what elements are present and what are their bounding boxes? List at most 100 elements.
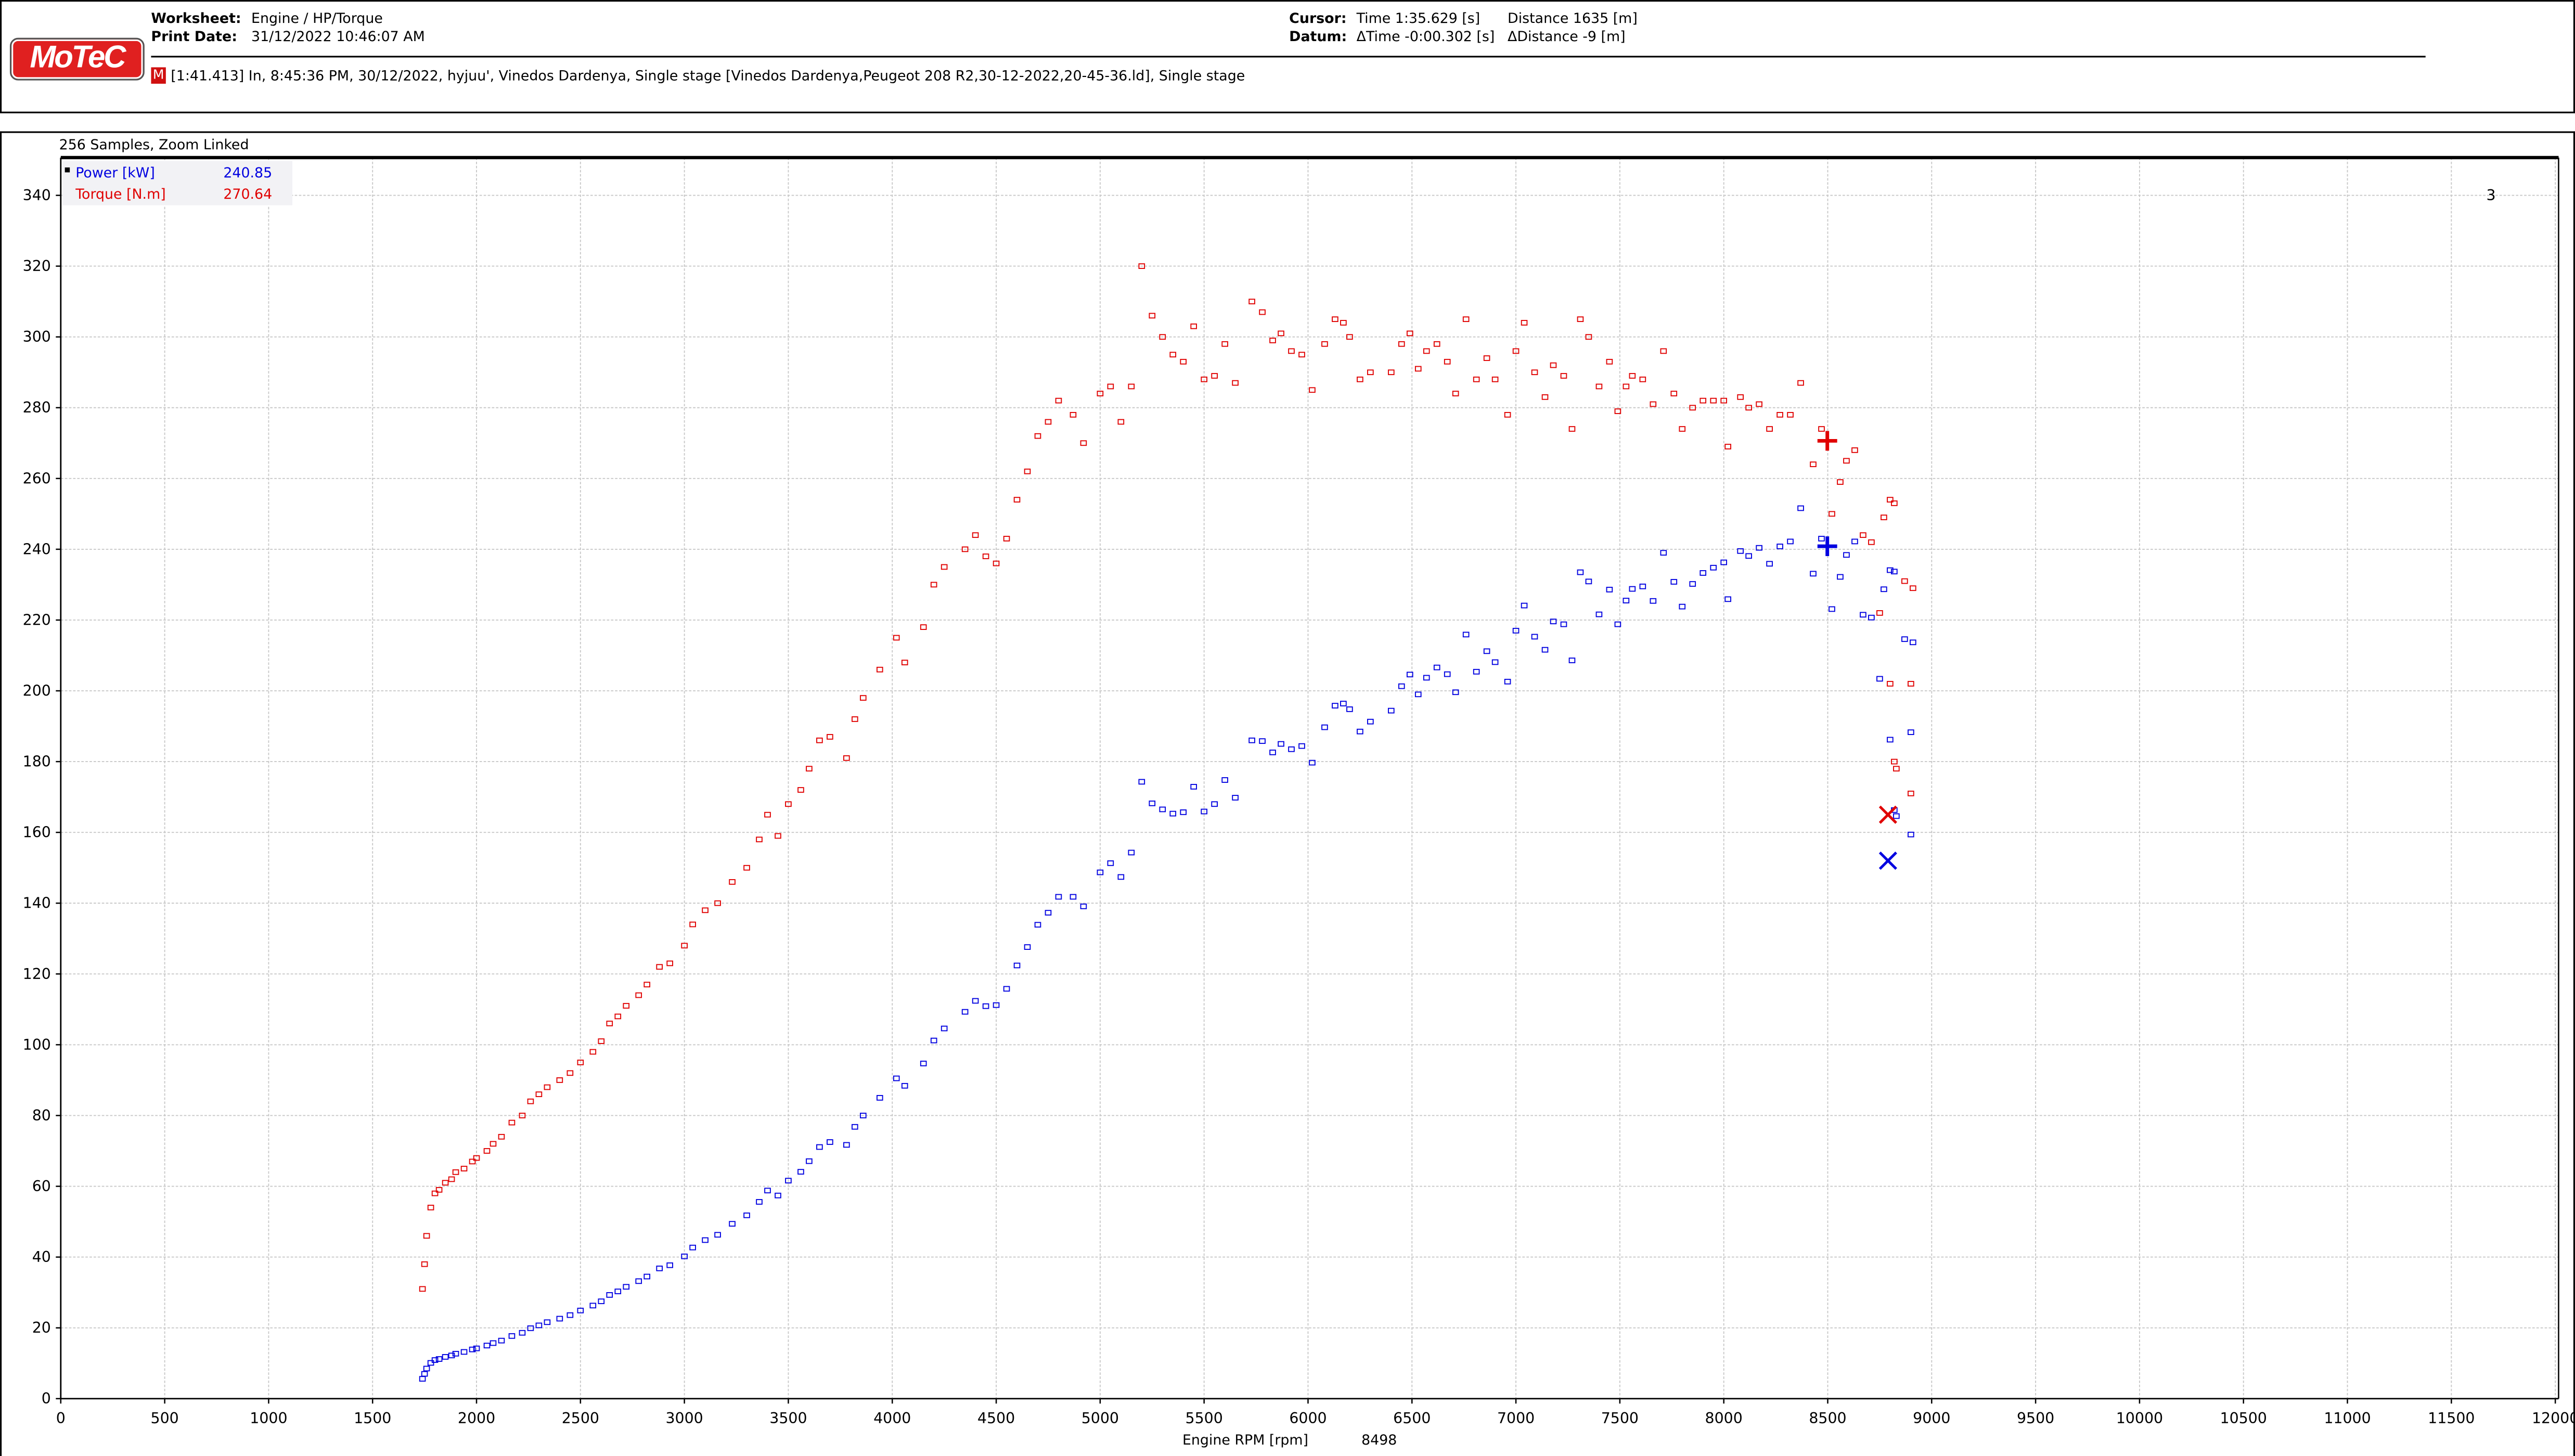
x-tick-label: 5000 bbox=[1082, 1410, 1119, 1427]
torque-point bbox=[1639, 376, 1646, 382]
torque-point bbox=[1444, 358, 1451, 365]
x-tick-label: 1000 bbox=[250, 1410, 287, 1427]
torque-point bbox=[1332, 316, 1338, 323]
torque-point bbox=[614, 1013, 622, 1020]
power-point bbox=[1908, 831, 1914, 837]
power-point bbox=[498, 1337, 505, 1344]
torque-point bbox=[1868, 539, 1875, 545]
torque-point bbox=[1080, 440, 1087, 446]
power-point bbox=[756, 1199, 763, 1205]
cursor-label: Cursor: bbox=[1289, 11, 1347, 28]
power-point bbox=[1521, 602, 1528, 609]
torque-point bbox=[643, 982, 651, 988]
power-point bbox=[982, 1003, 989, 1009]
power-cursor-plus-icon[interactable] bbox=[1817, 536, 1837, 557]
power-point bbox=[1288, 746, 1295, 752]
torque-point bbox=[519, 1113, 526, 1118]
power-point bbox=[961, 1009, 969, 1015]
torque-point bbox=[427, 1204, 434, 1210]
x-tick-label: 8000 bbox=[1705, 1410, 1743, 1427]
power-point bbox=[1190, 784, 1197, 790]
torque-point bbox=[1910, 585, 1916, 591]
power-point bbox=[1232, 795, 1239, 801]
torque-point bbox=[527, 1098, 534, 1104]
legend-box bbox=[62, 161, 292, 205]
power-point bbox=[452, 1350, 459, 1357]
torque-point bbox=[681, 943, 688, 949]
power-point bbox=[1128, 849, 1135, 856]
x-tick-label: 9000 bbox=[1913, 1410, 1950, 1427]
power-point bbox=[1837, 574, 1844, 580]
y-tick-label: 280 bbox=[23, 399, 51, 416]
torque-point bbox=[756, 836, 763, 843]
legend-power-value: 240.85 bbox=[223, 165, 272, 181]
power-point bbox=[1797, 505, 1804, 511]
torque-point bbox=[1423, 348, 1430, 354]
torque-point bbox=[1248, 299, 1255, 305]
power-point bbox=[1433, 664, 1440, 671]
power-point bbox=[859, 1113, 867, 1118]
torque-point bbox=[656, 964, 663, 970]
y-tick-label: 120 bbox=[23, 965, 51, 983]
power-point bbox=[1876, 676, 1883, 682]
torque-point bbox=[589, 1049, 597, 1055]
torque-point bbox=[982, 553, 989, 559]
torque-point bbox=[1097, 391, 1104, 396]
y-tick-label: 220 bbox=[23, 611, 51, 628]
power-point bbox=[635, 1278, 642, 1284]
torque-point bbox=[1577, 316, 1584, 323]
legend-power-label[interactable]: Power [kW] bbox=[75, 165, 155, 181]
power-point bbox=[1901, 636, 1908, 642]
torque-point bbox=[1504, 411, 1511, 418]
power-point bbox=[1776, 544, 1783, 549]
power-point bbox=[473, 1345, 480, 1351]
y-tick-label: 60 bbox=[32, 1178, 51, 1195]
power-point bbox=[1887, 567, 1894, 573]
legend-torque-label[interactable]: Torque [N.m] bbox=[75, 186, 165, 202]
torque-point bbox=[1531, 369, 1538, 376]
torque-point bbox=[961, 546, 969, 552]
torque-point bbox=[473, 1155, 480, 1161]
y-axis: 0 20 40 60 80 100 120 140 160 180 200 220 240 260 280 3… bbox=[23, 187, 61, 1407]
x-tick-label: 7500 bbox=[1601, 1410, 1639, 1427]
power-point bbox=[806, 1158, 813, 1164]
power-point bbox=[1851, 538, 1858, 545]
torque-point bbox=[972, 532, 979, 538]
x-tick-label: 4000 bbox=[873, 1410, 911, 1427]
torque-point bbox=[452, 1169, 459, 1175]
x-tick-label: 3500 bbox=[769, 1410, 807, 1427]
y-tick-label: 240 bbox=[23, 540, 51, 558]
torque-point bbox=[1810, 461, 1817, 467]
power-point bbox=[1512, 628, 1520, 634]
power-point bbox=[1745, 553, 1752, 559]
torque-point bbox=[556, 1077, 563, 1083]
x-tick-label: 0 bbox=[56, 1410, 66, 1427]
power-point bbox=[544, 1319, 551, 1325]
torque-point bbox=[598, 1038, 605, 1044]
y-tick-label: 80 bbox=[32, 1107, 51, 1124]
power-point bbox=[1259, 738, 1266, 744]
power-point bbox=[656, 1266, 663, 1271]
power-point bbox=[1159, 806, 1166, 813]
torque-point bbox=[535, 1091, 543, 1098]
power-datum-x-icon[interactable] bbox=[1878, 852, 1897, 870]
power-point bbox=[490, 1340, 497, 1346]
torque-cursor-plus-icon[interactable] bbox=[1817, 431, 1837, 451]
x-tick-label: 4500 bbox=[977, 1410, 1015, 1427]
power-point bbox=[1606, 587, 1613, 592]
x-tick-label: 12000 bbox=[2532, 1410, 2575, 1427]
power-point bbox=[681, 1253, 688, 1259]
power-point bbox=[1710, 564, 1717, 571]
power-point bbox=[1910, 639, 1916, 646]
datum-distance: ΔDistance -9 [m] bbox=[1508, 29, 1626, 46]
torque-point bbox=[1568, 426, 1576, 432]
power-point bbox=[1269, 750, 1276, 755]
torque-datum-x-icon[interactable] bbox=[1878, 805, 1897, 824]
torque-point bbox=[702, 907, 709, 913]
y-tick-label: 260 bbox=[23, 470, 51, 487]
torque-point bbox=[577, 1060, 584, 1065]
y-tick-label: 20 bbox=[32, 1319, 51, 1336]
session-info: [1:41.413] In, 8:45:36 PM, 30/12/2022, h… bbox=[171, 69, 1245, 86]
